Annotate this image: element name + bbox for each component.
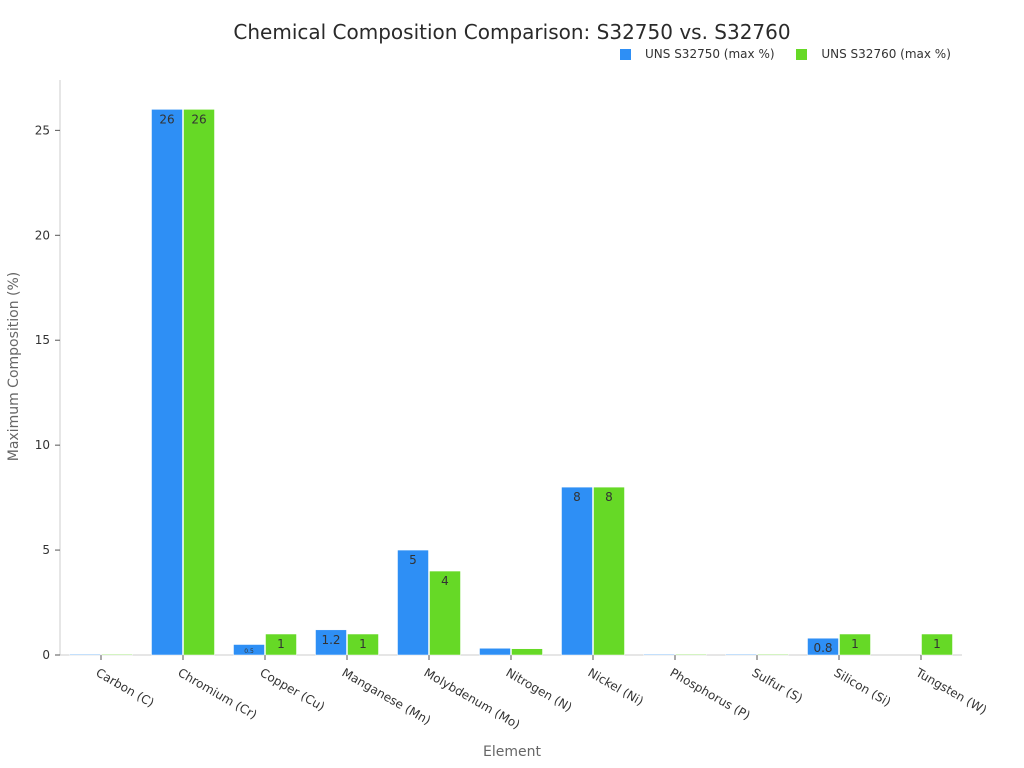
legend-item-s32760[interactable]: UNS S32760 (max %): [796, 47, 951, 61]
y-tick-label: 20: [35, 228, 50, 242]
legend: UNS S32750 (max %) UNS S32760 (max %): [620, 47, 969, 63]
bar: [233, 644, 265, 656]
bar: [151, 109, 183, 656]
y-axis-title: Maximum Composition (%): [6, 272, 22, 462]
legend-swatch-s32750: [620, 48, 631, 60]
x-tick-label: Chromium (Cr): [176, 665, 260, 722]
bar-value-label: 26: [159, 112, 174, 126]
y-tick-label: 15: [35, 333, 50, 347]
bar: [315, 629, 347, 656]
bar-value-label: 8: [605, 490, 613, 504]
bar-value-label: 0.8: [813, 641, 832, 655]
bar: [643, 653, 675, 656]
legend-label-s32750: UNS S32750 (max %): [645, 47, 775, 61]
x-tick-label: Phosphorus (P): [668, 665, 753, 722]
bar: [397, 549, 429, 656]
y-tick-label: 25: [35, 123, 50, 137]
bar: [561, 486, 593, 656]
x-tick-label: Nitrogen (N): [504, 665, 575, 714]
bar: [183, 109, 215, 656]
x-tick-label: Carbon (C): [94, 665, 157, 710]
bar: [757, 653, 789, 656]
legend-swatch-s32760: [796, 48, 808, 60]
x-axis-title: Element: [483, 744, 541, 760]
x-tick-label: Silicon (Si): [832, 665, 894, 709]
bar: [807, 637, 839, 656]
y-tick-label: 0: [42, 648, 50, 662]
bar: [347, 633, 379, 656]
bar: [479, 648, 511, 656]
x-tick-label: Sulfur (S): [750, 665, 806, 705]
bar-value-label: 8: [573, 490, 581, 504]
bar-value-label: 5: [409, 553, 417, 567]
bar: [725, 653, 757, 656]
legend-label-s32760: UNS S32760 (max %): [821, 47, 951, 61]
bar: [69, 653, 101, 656]
bar: [429, 570, 461, 656]
bar-value-label: 0.5: [244, 648, 254, 655]
chart-title: Chemical Composition Comparison: S32750 …: [233, 20, 791, 44]
x-tick-label: Manganese (Mn): [340, 665, 434, 727]
bar-value-label: 1: [359, 637, 367, 651]
bar: [675, 653, 707, 656]
bar-value-label: 1: [851, 637, 859, 651]
y-tick-label: 5: [42, 543, 50, 557]
x-tick-label: Nickel (Ni): [586, 665, 646, 708]
y-tick-label: 10: [35, 438, 50, 452]
x-tick-label: Copper (Cu): [258, 665, 328, 713]
bar-value-label: 4: [441, 574, 449, 588]
bar: [101, 653, 133, 656]
bar: [593, 486, 625, 656]
legend-item-s32750[interactable]: UNS S32750 (max %): [620, 47, 775, 61]
bar-value-label: 1: [277, 637, 285, 651]
bar: [511, 648, 543, 656]
bar: [839, 633, 871, 656]
bar-value-label: 1: [933, 637, 941, 651]
bar: [921, 633, 953, 656]
bar-value-label: 26: [191, 112, 206, 126]
bar-value-label: 1.2: [321, 633, 340, 647]
bar: [265, 633, 297, 656]
x-tick-label: Tungsten (W): [913, 665, 990, 717]
